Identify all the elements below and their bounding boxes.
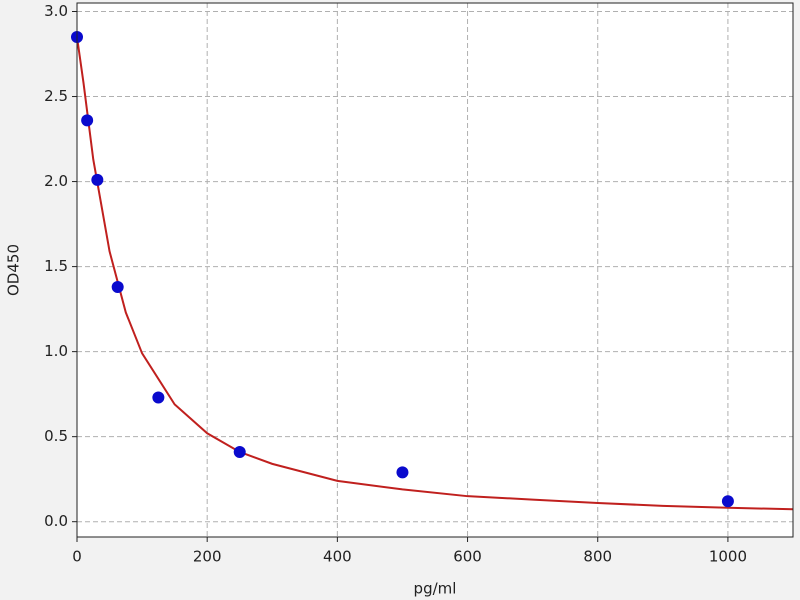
x-tick-label: 200 [193,548,222,566]
plot-frame [76,2,794,538]
y-tick-label: 0.0 [44,512,68,530]
x-tick-label: 600 [453,548,482,566]
y-tick-label: 3.0 [44,2,68,20]
y-tick-label: 1.5 [44,257,68,275]
y-tick-label: 0.5 [44,427,68,445]
x-tick-label: 800 [583,548,612,566]
y-tick-label: 1.0 [44,342,68,360]
data-point [81,114,94,127]
y-axis-label: OD450 [5,244,23,296]
x-tick-label: 0 [72,548,82,566]
data-point [152,391,165,404]
data-point [111,281,124,294]
data-point [721,495,734,508]
data-point [233,445,246,458]
x-tick-label: 400 [323,548,352,566]
fit-curve [77,36,793,511]
y-tick-label: 2.0 [44,172,68,190]
plot-area [77,3,793,537]
y-tick-label: 2.5 [44,87,68,105]
data-point [396,466,409,479]
data-point [91,173,104,186]
x-axis-label: pg/ml [414,580,457,598]
x-tick-label: 1000 [709,548,747,566]
